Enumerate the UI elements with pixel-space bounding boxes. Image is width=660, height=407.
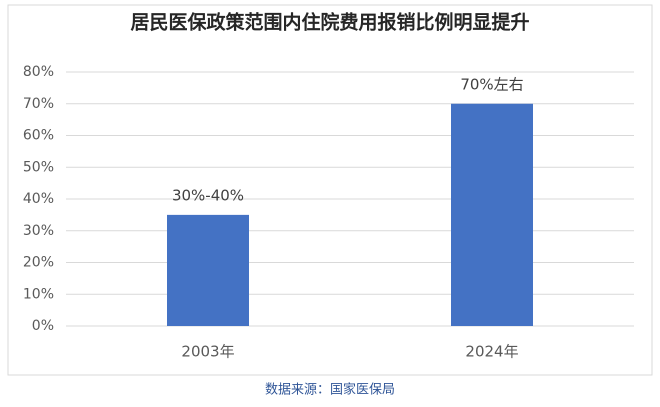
chart-frame (7, 4, 653, 376)
value-label: 30%-40% (172, 186, 244, 204)
bar (451, 103, 533, 326)
y-tick-label: 10% (23, 286, 54, 302)
y-tick-label: 50% (23, 159, 54, 175)
x-tick-label: 2003年 (181, 343, 234, 361)
y-tick-label: 60% (23, 128, 54, 144)
y-tick-label: 70% (23, 96, 54, 112)
x-tick-label: 2024年 (465, 343, 518, 361)
y-tick-label: 80% (23, 64, 54, 80)
y-tick-label: 20% (23, 255, 54, 271)
value-label: 70%左右 (460, 75, 523, 93)
bar (167, 214, 249, 326)
y-tick-label: 40% (23, 191, 54, 207)
chart-title: 居民医保政策范围内住院费用报销比例明显提升 (130, 11, 529, 34)
y-tick-label: 30% (23, 223, 54, 239)
y-tick-label: 0% (32, 318, 54, 334)
source-note: 数据来源：国家医保局 (265, 382, 395, 398)
